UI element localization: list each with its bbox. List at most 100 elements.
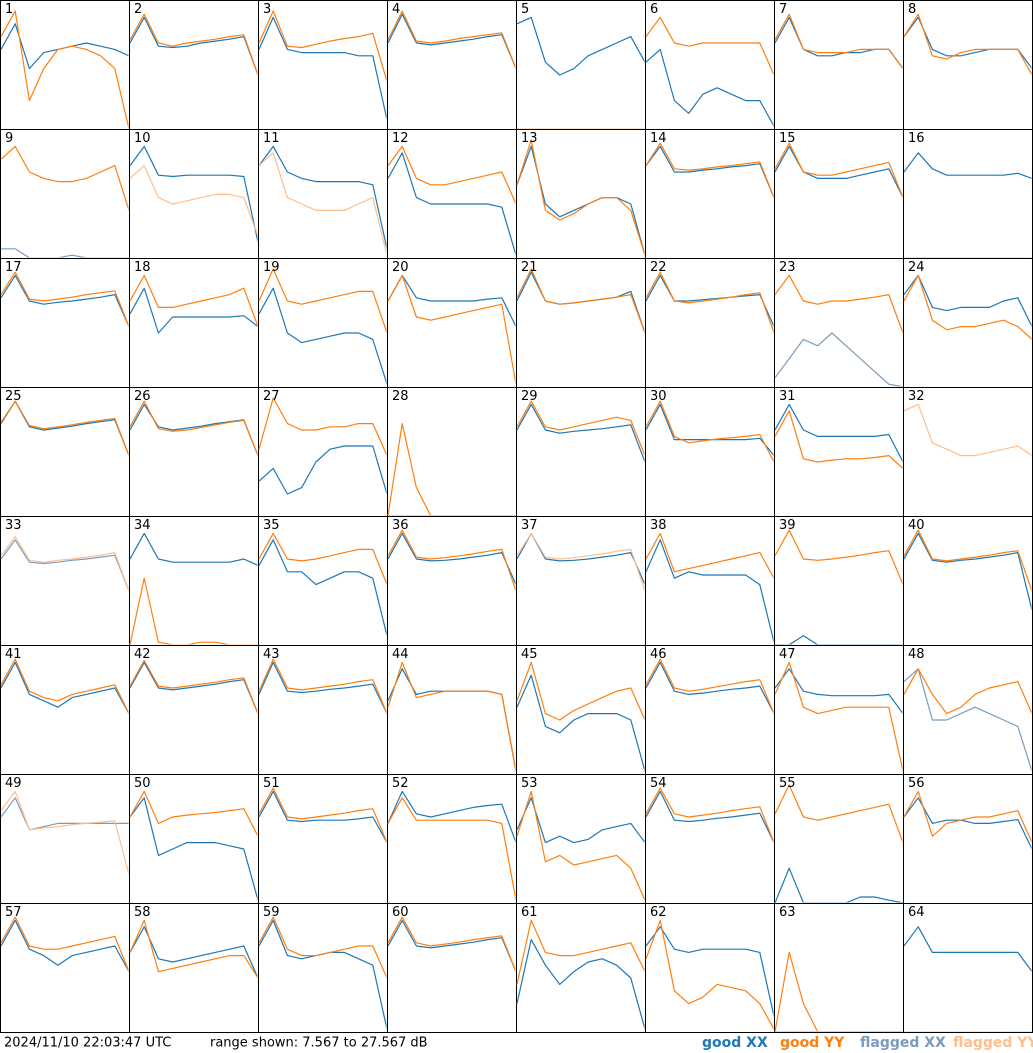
panel: 46: [645, 645, 775, 775]
series-line: [645, 658, 774, 714]
panel-title: 26: [134, 389, 151, 404]
panel-title: 20: [392, 260, 409, 275]
series-line: [0, 790, 129, 875]
panel-title: 17: [5, 260, 22, 275]
panel-frame: [0, 258, 130, 388]
panel-title: 38: [650, 518, 667, 533]
series-line: [387, 661, 516, 772]
panel: 15: [774, 129, 904, 259]
series-line: [516, 403, 645, 463]
series-line: [258, 790, 387, 843]
panel-frame: [903, 258, 1033, 388]
series-line: [516, 16, 645, 76]
panel: 9: [0, 129, 130, 259]
panel: 14: [645, 129, 775, 259]
panel-title: 39: [779, 518, 796, 533]
series-line: [645, 48, 774, 127]
series-line: [774, 951, 903, 1032]
series-line: [258, 287, 387, 385]
series-line: [387, 797, 516, 901]
series-line: [645, 539, 774, 643]
panel-frame: [129, 774, 259, 904]
series-line: [0, 661, 129, 714]
series-line: [129, 165, 258, 237]
series-line: [516, 139, 645, 256]
panel-frame: [387, 258, 517, 388]
series-line: [645, 271, 774, 334]
panel-title: 64: [908, 905, 925, 920]
panel-frame: [0, 387, 130, 517]
panel: 51: [258, 774, 388, 904]
series-line: [129, 790, 258, 837]
panel-title: 30: [650, 389, 667, 404]
panel-title: 21: [521, 260, 538, 275]
series-line: [258, 539, 387, 636]
series-line: [774, 142, 903, 198]
panel: 57: [0, 903, 130, 1033]
panel: 62: [645, 903, 775, 1033]
panel: 30: [645, 387, 775, 517]
panel-frame: [903, 516, 1033, 646]
panel-title: 10: [134, 131, 151, 146]
series-line: [129, 659, 258, 714]
series-line: [774, 332, 903, 387]
panel-title: 3: [263, 2, 271, 17]
series-line: [129, 287, 258, 334]
panel-frame: [645, 903, 775, 1033]
panel-title: 58: [134, 905, 151, 920]
panel: 17: [0, 258, 130, 388]
series-line: [516, 400, 645, 456]
series-line: [645, 661, 774, 714]
series-line: [387, 10, 516, 69]
range-label: range shown: 7.567 to 27.567 dB: [210, 1036, 428, 1051]
panel-title: 41: [5, 647, 22, 662]
series-line: [645, 919, 774, 1030]
panel: 5: [516, 0, 646, 130]
panel-frame: [774, 516, 904, 646]
panel-title: 9: [5, 131, 13, 146]
panel-frame: [516, 0, 646, 130]
series-line: [903, 274, 1032, 340]
series-line: [774, 529, 903, 585]
panel: 28: [387, 387, 517, 517]
series-line: [0, 536, 129, 592]
panel-frame: [387, 129, 517, 259]
series-line: [645, 142, 774, 198]
panel-frame: [258, 387, 388, 517]
panel-frame: [903, 387, 1033, 517]
panel-frame: [129, 387, 259, 517]
panel-frame: [774, 0, 904, 130]
series-line: [258, 445, 387, 495]
series-line: [903, 403, 1032, 457]
series-line: [129, 274, 258, 327]
panel-frame: [258, 129, 388, 259]
panel-title: 36: [392, 518, 409, 533]
series-line: [0, 916, 129, 972]
legend-entry: flagged XX: [860, 1035, 946, 1051]
series-line: [129, 797, 258, 901]
series-line: [258, 532, 387, 585]
panel-title: 14: [650, 131, 667, 146]
panel-frame: [129, 516, 259, 646]
panel: 27: [258, 387, 388, 517]
panel-title: 18: [134, 260, 151, 275]
series-line: [903, 668, 1032, 715]
panel-frame: [258, 903, 388, 1033]
panel-frame: [129, 129, 259, 259]
series-line: [774, 403, 903, 463]
panel-title: 42: [134, 647, 151, 662]
panel-title: 40: [908, 518, 925, 533]
panel: 4: [387, 0, 517, 130]
panel: 47: [774, 645, 904, 775]
panel: 55: [774, 774, 904, 904]
panel-title: 15: [779, 131, 796, 146]
panel: 12: [387, 129, 517, 259]
panel-frame: [645, 645, 775, 775]
panel-title: 56: [908, 776, 925, 791]
series-line: [774, 410, 903, 469]
panel: 61: [516, 903, 646, 1033]
series-line: [903, 529, 1032, 592]
panel-frame: [258, 0, 388, 130]
series-line: [258, 661, 387, 714]
panel-title: 33: [5, 518, 22, 533]
